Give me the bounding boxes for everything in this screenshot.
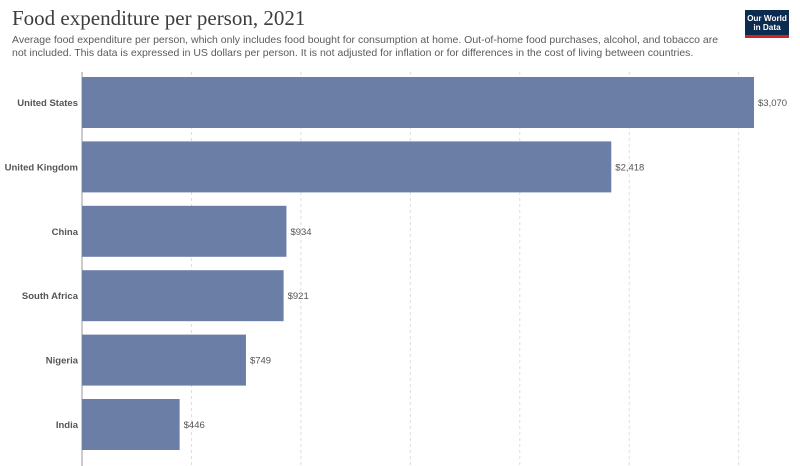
bar-south-africa[interactable] [82,270,284,322]
category-label: India [56,420,79,431]
bar-nigeria[interactable] [82,334,246,386]
value-label: $446 [184,420,205,431]
category-label: United Kingdom [5,162,78,173]
chart-title: Food expenditure per person, 2021 [12,6,306,30]
bar-united-states[interactable] [82,77,754,128]
value-label: $2,418 [615,162,644,173]
value-label: $3,070 [758,98,787,109]
chart-subtitle: Average food expenditure per person, whi… [12,34,719,59]
owid-logo[interactable]: Our World in Data [745,10,789,38]
logo-line-1: Our World [747,14,787,23]
bar-united-kingdom[interactable] [82,141,612,193]
value-label: $749 [250,356,271,367]
category-label: Nigeria [46,356,79,367]
value-label: $934 [290,227,311,238]
category-label: China [52,227,79,238]
logo-line-2: in Data [753,23,781,32]
value-label: $921 [288,291,309,302]
category-label: South Africa [22,291,79,302]
category-label: United States [17,98,78,109]
bar-india[interactable] [82,399,180,450]
bar-china[interactable] [82,205,287,257]
